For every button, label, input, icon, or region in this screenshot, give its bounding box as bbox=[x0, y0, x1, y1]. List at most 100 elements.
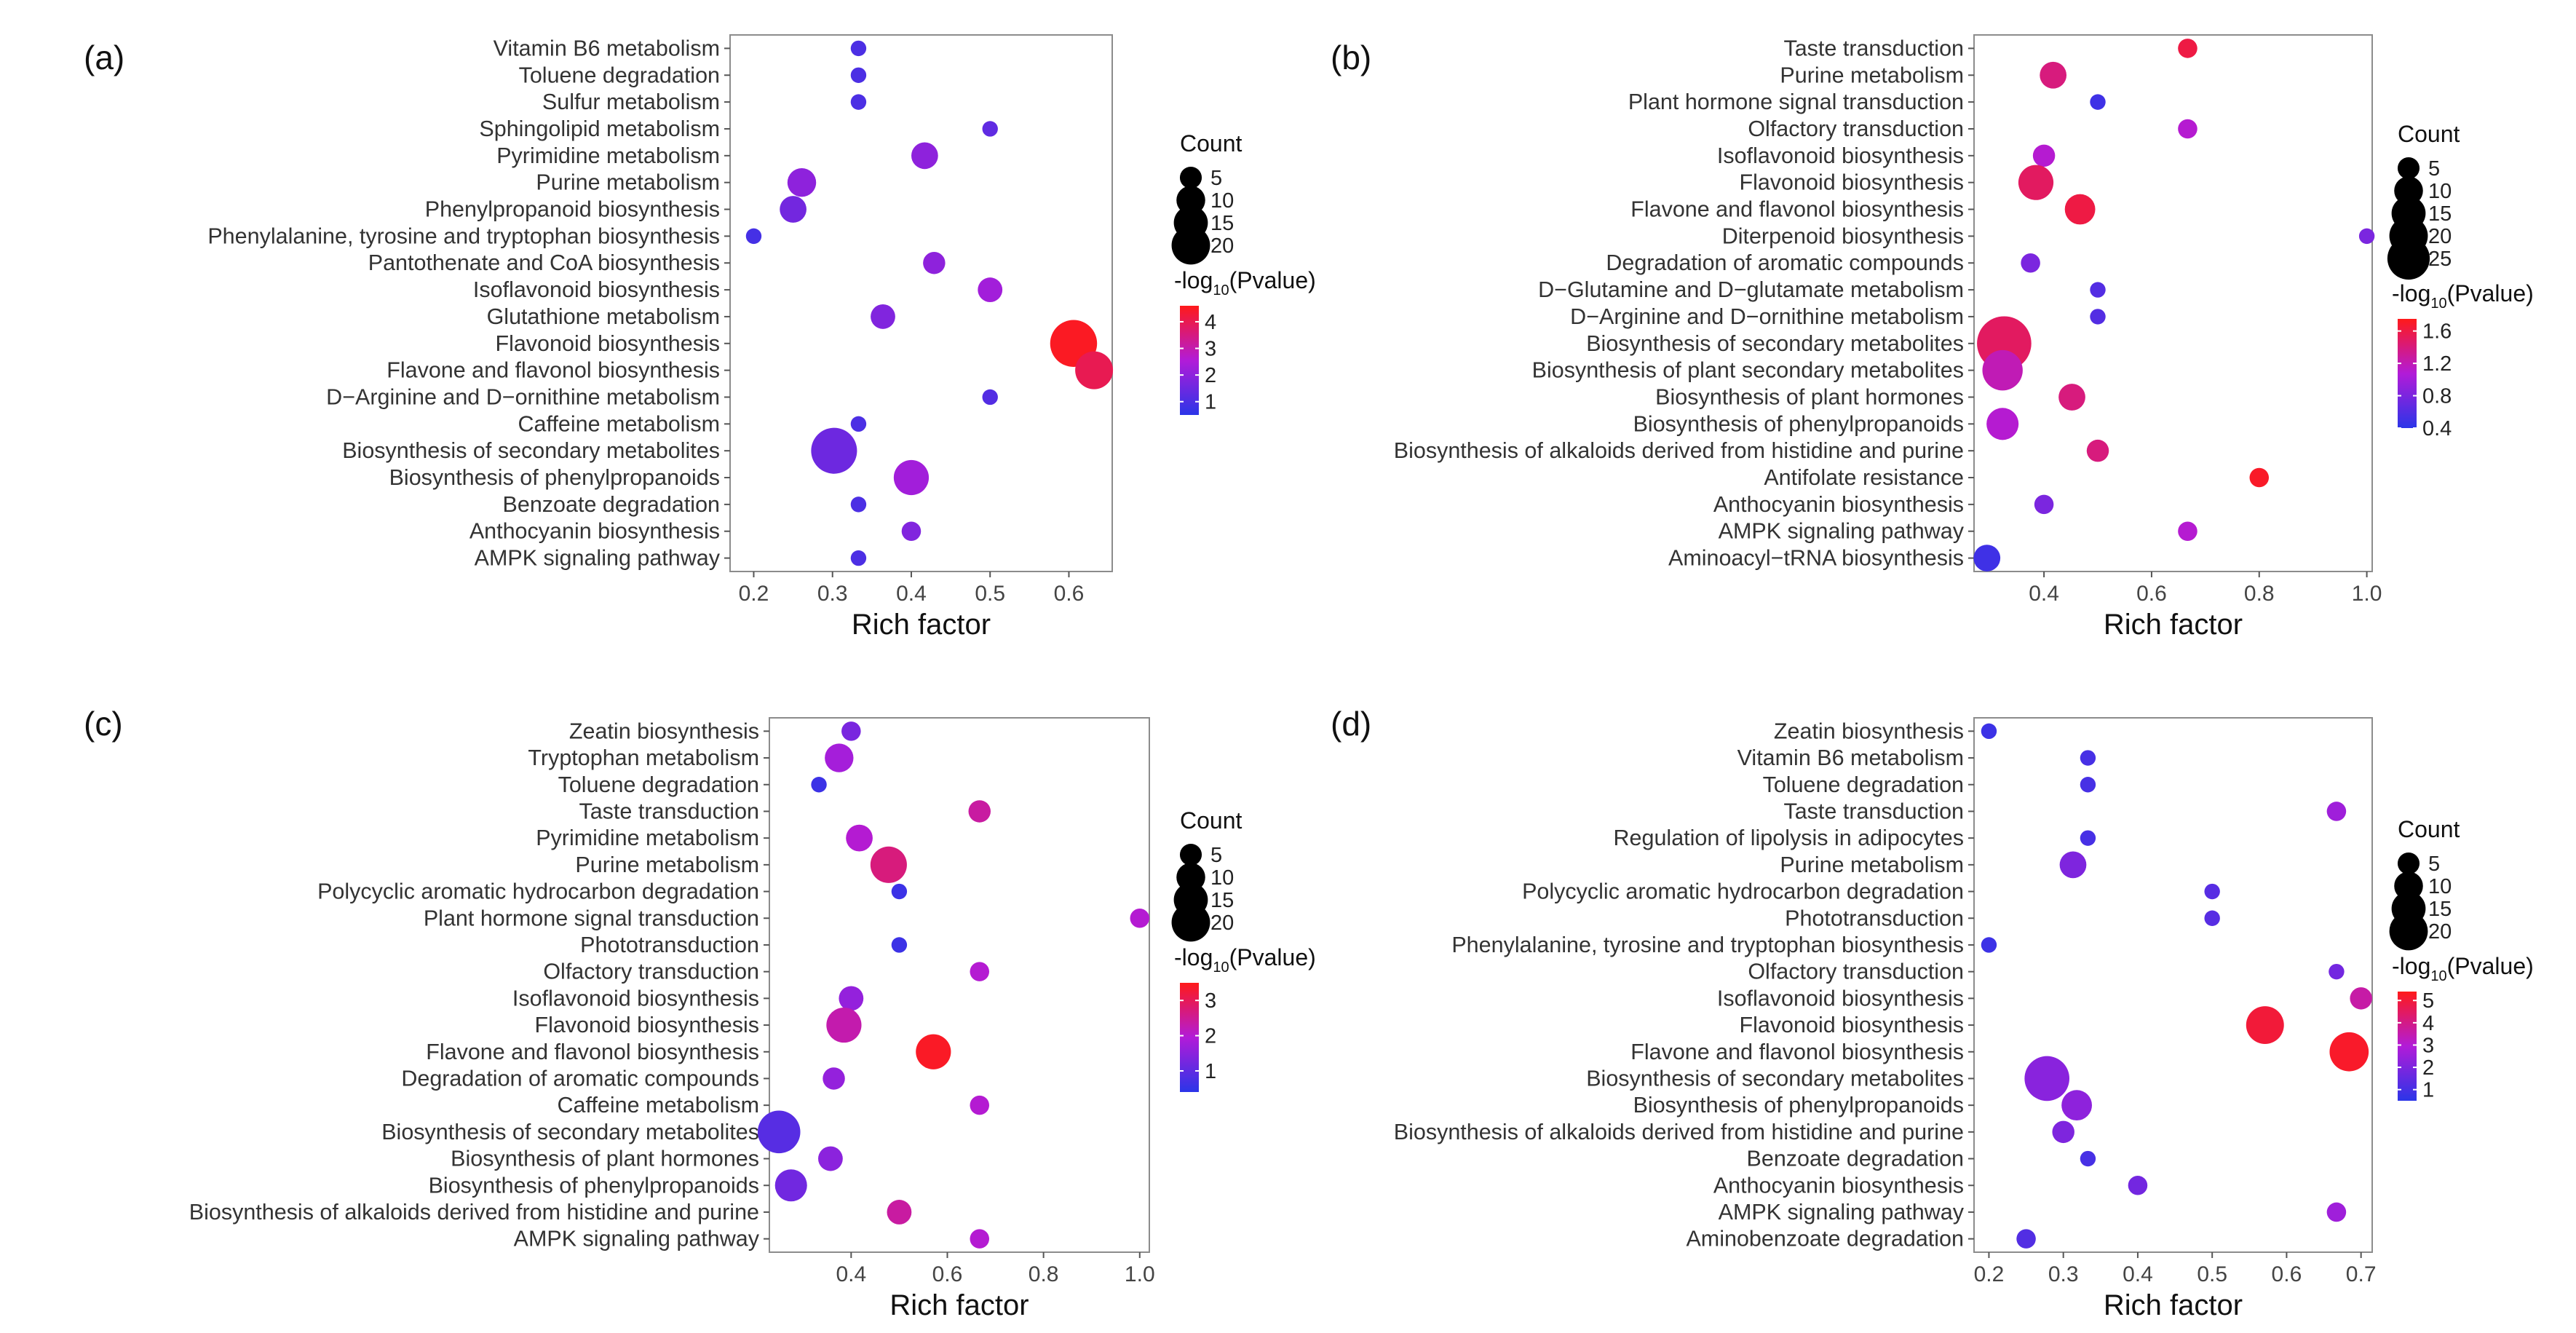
data-point bbox=[978, 277, 1003, 302]
pathway-label: Phototransduction bbox=[580, 933, 759, 957]
plot-frame bbox=[769, 717, 1150, 1253]
colorbar-tick-label: 1 bbox=[1205, 391, 1216, 414]
x-tick-label: 1.0 bbox=[2352, 582, 2382, 606]
pathway-label: Caffeine metabolism bbox=[558, 1093, 759, 1118]
data-point bbox=[2064, 194, 2096, 225]
data-point bbox=[811, 777, 827, 793]
data-point bbox=[887, 1200, 912, 1225]
data-point bbox=[871, 304, 895, 329]
data-point bbox=[2080, 1150, 2096, 1167]
colorbar-tick-label: 2 bbox=[1205, 1025, 1216, 1048]
count-legend-value: 15 bbox=[2428, 898, 2452, 921]
data-point bbox=[2090, 94, 2106, 110]
data-point bbox=[2350, 987, 2372, 1010]
plot-frame bbox=[729, 34, 1113, 572]
data-point bbox=[970, 1229, 990, 1249]
pathway-label: Flavone and flavonol biosynthesis bbox=[387, 358, 720, 383]
x-tick-label: 0.6 bbox=[932, 1262, 963, 1286]
pathway-label: Olfactory transduction bbox=[1748, 116, 1964, 141]
data-point bbox=[1982, 349, 2023, 391]
data-point bbox=[923, 251, 946, 274]
pathway-label: Toluene degradation bbox=[558, 772, 759, 797]
data-point bbox=[982, 121, 998, 137]
pathway-label: Flavonoid biosynthesis bbox=[534, 1013, 759, 1037]
data-point bbox=[2329, 963, 2345, 980]
data-point bbox=[2090, 282, 2106, 298]
pathway-label: Flavonoid biosynthesis bbox=[495, 331, 720, 356]
pathway-label: Zeatin biosynthesis bbox=[1774, 719, 1964, 743]
count-legend-value: 25 bbox=[2428, 248, 2452, 271]
panel-letter: (a) bbox=[84, 39, 124, 76]
data-point bbox=[2249, 467, 2270, 488]
x-tick-label: 0.4 bbox=[2123, 1262, 2153, 1286]
panel-a: (a) Vitamin B6 metabolism Toluene degradat… bbox=[84, 34, 1316, 641]
data-point bbox=[891, 883, 908, 900]
count-legend-dot bbox=[1179, 843, 1202, 866]
colorbar-tick-label: 4 bbox=[1205, 311, 1216, 334]
pathway-label: Anthocyanin biosynthesis bbox=[1713, 1173, 1964, 1198]
pathway-label: Biosynthesis of plant hormones bbox=[1655, 384, 1964, 409]
pathway-label: Flavone and flavonol biosynthesis bbox=[1630, 197, 1964, 222]
x-axis-title: Rich factor bbox=[852, 609, 991, 641]
pathway-label: Vitamin B6 metabolism bbox=[1737, 745, 1964, 770]
x-tick-label: 0.2 bbox=[1974, 1262, 2005, 1286]
colorbar-tick-label: 3 bbox=[2422, 1034, 2434, 1057]
pathway-label: Regulation of lipolysis in adipocytes bbox=[1614, 826, 1965, 850]
colorbar-tick-label: 1.6 bbox=[2422, 320, 2452, 344]
pvalue-legend-title: -log10(Pvalue) bbox=[1174, 267, 1316, 298]
count-legend-title: Count bbox=[1180, 807, 1243, 834]
colorbar-tick-label: 0.8 bbox=[2422, 385, 2452, 408]
colorbar-tick-label: 2 bbox=[2422, 1056, 2434, 1080]
panel-letter: (c) bbox=[84, 705, 123, 743]
colorbar-tick-label: 0.4 bbox=[2422, 417, 2452, 440]
pathway-label: Biosynthesis of alkaloids derived from h… bbox=[1394, 1120, 1964, 1144]
data-point bbox=[850, 94, 867, 110]
data-point bbox=[2128, 1175, 2148, 1195]
count-legend-value: 10 bbox=[1210, 189, 1234, 213]
data-point bbox=[826, 1007, 862, 1043]
pathway-label: Biosynthesis of alkaloids derived from h… bbox=[189, 1200, 759, 1225]
pathway-label: Olfactory transduction bbox=[543, 960, 759, 984]
pathway-label: Isoflavonoid biosynthesis bbox=[473, 277, 720, 302]
pathway-label: Phenylalanine, tyrosine and tryptophan b… bbox=[207, 224, 720, 248]
data-point bbox=[2326, 1202, 2347, 1222]
pathway-label: Biosynthesis of phenylpropanoids bbox=[389, 465, 720, 490]
pvalue-legend-title: -log10(Pvalue) bbox=[2392, 280, 2534, 312]
data-point bbox=[1981, 937, 1997, 953]
data-point bbox=[901, 521, 922, 541]
pathway-label: Biosynthesis of secondary metabolites bbox=[1586, 331, 1964, 356]
count-legend-dot bbox=[2397, 852, 2420, 875]
data-point bbox=[2326, 802, 2347, 821]
data-point bbox=[2024, 1056, 2070, 1101]
data-point bbox=[850, 497, 867, 513]
pathway-label: Anthocyanin biosynthesis bbox=[469, 519, 720, 544]
data-point bbox=[850, 416, 867, 432]
pathway-label: D−Glutamine and D−glutamate metabolism bbox=[1538, 277, 1964, 302]
pathway-label: Biosynthesis of plant hormones bbox=[451, 1147, 759, 1171]
pathway-label: Degradation of aromatic compounds bbox=[401, 1066, 759, 1091]
pvalue-colorbar bbox=[2398, 319, 2417, 428]
count-legend-title: Count bbox=[2398, 816, 2460, 842]
data-point bbox=[839, 986, 864, 1011]
pathway-label: Aminobenzoate degradation bbox=[1686, 1227, 1964, 1251]
count-legend-value: 15 bbox=[2428, 202, 2452, 226]
pathway-label: D−Arginine and D−ornithine metabolism bbox=[326, 384, 720, 409]
x-axis-title: Rich factor bbox=[2104, 1289, 2243, 1321]
data-point bbox=[916, 1034, 951, 1069]
data-point bbox=[1075, 351, 1114, 389]
pathway-label: Caffeine metabolism bbox=[518, 411, 720, 436]
count-legend-value: 20 bbox=[2428, 920, 2452, 944]
data-point bbox=[774, 1169, 807, 1202]
pathway-label: Biosynthesis of phenylpropanoids bbox=[1633, 411, 1964, 436]
data-point bbox=[2059, 851, 2087, 879]
data-point bbox=[2329, 1032, 2369, 1072]
pathway-label: Antifolate resistance bbox=[1764, 465, 1964, 490]
pathway-label: Flavonoid biosynthesis bbox=[1739, 1013, 1964, 1037]
x-tick-label: 0.5 bbox=[2197, 1262, 2227, 1286]
pathway-label: Flavone and flavonol biosynthesis bbox=[1630, 1040, 1964, 1064]
colorbar-tick-label: 1.2 bbox=[2422, 352, 2452, 376]
